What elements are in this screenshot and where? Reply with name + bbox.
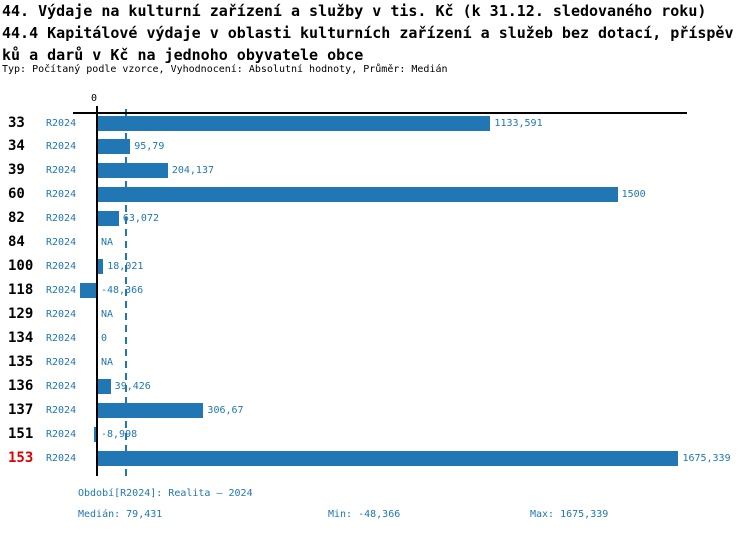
bar-value-label: 1500 [621,189,646,201]
row-period-label: R2024 [46,261,77,273]
zero-tick-label: 0 [91,93,98,104]
bar-value-label: NA [101,308,114,320]
row-category-label: 84 [8,234,25,251]
bar [97,402,204,418]
row-period-label: R2024 [46,117,77,129]
footer-min-label: Min: -48,366 [328,509,401,520]
chart-title-line-2: 44.4 Kapitálové výdaje v oblasti kulturn… [2,24,734,42]
footer-median-label: Medián: 79,431 [78,509,163,520]
bar-value-label: 1675,339 [682,452,731,464]
row-period-label: R2024 [46,308,77,320]
bar-value-label: NA [101,356,114,368]
bar [80,283,97,298]
x-axis-line [73,112,687,114]
bar [97,115,491,131]
row-period-label: R2024 [46,165,77,177]
row-period-label: R2024 [46,452,77,464]
bar-value-label: 1133,591 [494,117,543,129]
row-category-label: 137 [8,401,34,418]
chart-subtitle: Typ: Počítaný podle vzorce, Vyhodnocení:… [2,64,448,75]
chart-rows: 33 R2024 1133,591 34 R2024 95,79 39 R2024 204,13… [0,90,750,480]
bar [97,163,168,179]
bar-value-label: 63,072 [122,213,159,225]
bar [97,259,104,275]
bar [97,211,119,227]
row-category-label: 134 [8,329,34,346]
bar-value-label: -8,998 [101,428,138,440]
bar-value-label: 204,137 [171,165,214,177]
row-category-label: 100 [8,258,34,275]
bar-chart: 33 R2024 1133,591 34 R2024 95,79 39 R2024 204,13… [0,90,750,480]
chart-title-line-3: ků a darů v Kč na jednoho obyvatele obce [2,46,364,64]
bar-value-label: 0 [101,332,108,344]
row-period-label: R2024 [46,285,77,296]
row-category-label: 118 [8,282,34,298]
bar-value-label: NA [101,237,114,249]
bar [97,378,111,394]
row-category-label: 151 [8,425,34,442]
footer-max-label: Max: 1675,339 [530,509,609,520]
bar-value-label: -48,366 [101,285,144,296]
y-axis-line [96,106,98,476]
row-category-label: 60 [8,186,25,203]
row-category-label: 33 [8,114,25,131]
row-category-label: 82 [8,210,25,227]
row-category-label: 135 [8,353,34,370]
bar [97,450,679,466]
bar [93,426,97,442]
row-period-label: R2024 [46,213,77,225]
bar [97,187,618,203]
row-period-label: R2024 [46,237,77,249]
row-category-label: 39 [8,162,25,179]
bar-value-label: 18,021 [107,261,144,273]
row-period-label: R2024 [46,141,77,153]
chart-title-line-1: 44. Výdaje na kulturní zařízení a služby… [2,2,707,20]
row-period-label: R2024 [46,404,77,416]
row-category-label: 34 [8,138,25,155]
bar-value-label: 95,79 [134,141,165,153]
bar-value-label: 39,426 [114,380,151,392]
row-period-label: R2024 [46,332,77,344]
bar [97,139,131,155]
row-category-label: 129 [8,305,34,322]
median-line [124,109,127,476]
row-period-label: R2024 [46,428,77,440]
bar-value-label: 306,67 [207,404,244,416]
row-period-label: R2024 [46,356,77,368]
row-period-label: R2024 [46,380,77,392]
row-category-label: 136 [8,377,34,394]
footer-period-label: Období[R2024]: Realita – 2024 [78,488,253,499]
row-period-label: R2024 [46,189,77,201]
row-category-label: 153 [8,449,34,466]
